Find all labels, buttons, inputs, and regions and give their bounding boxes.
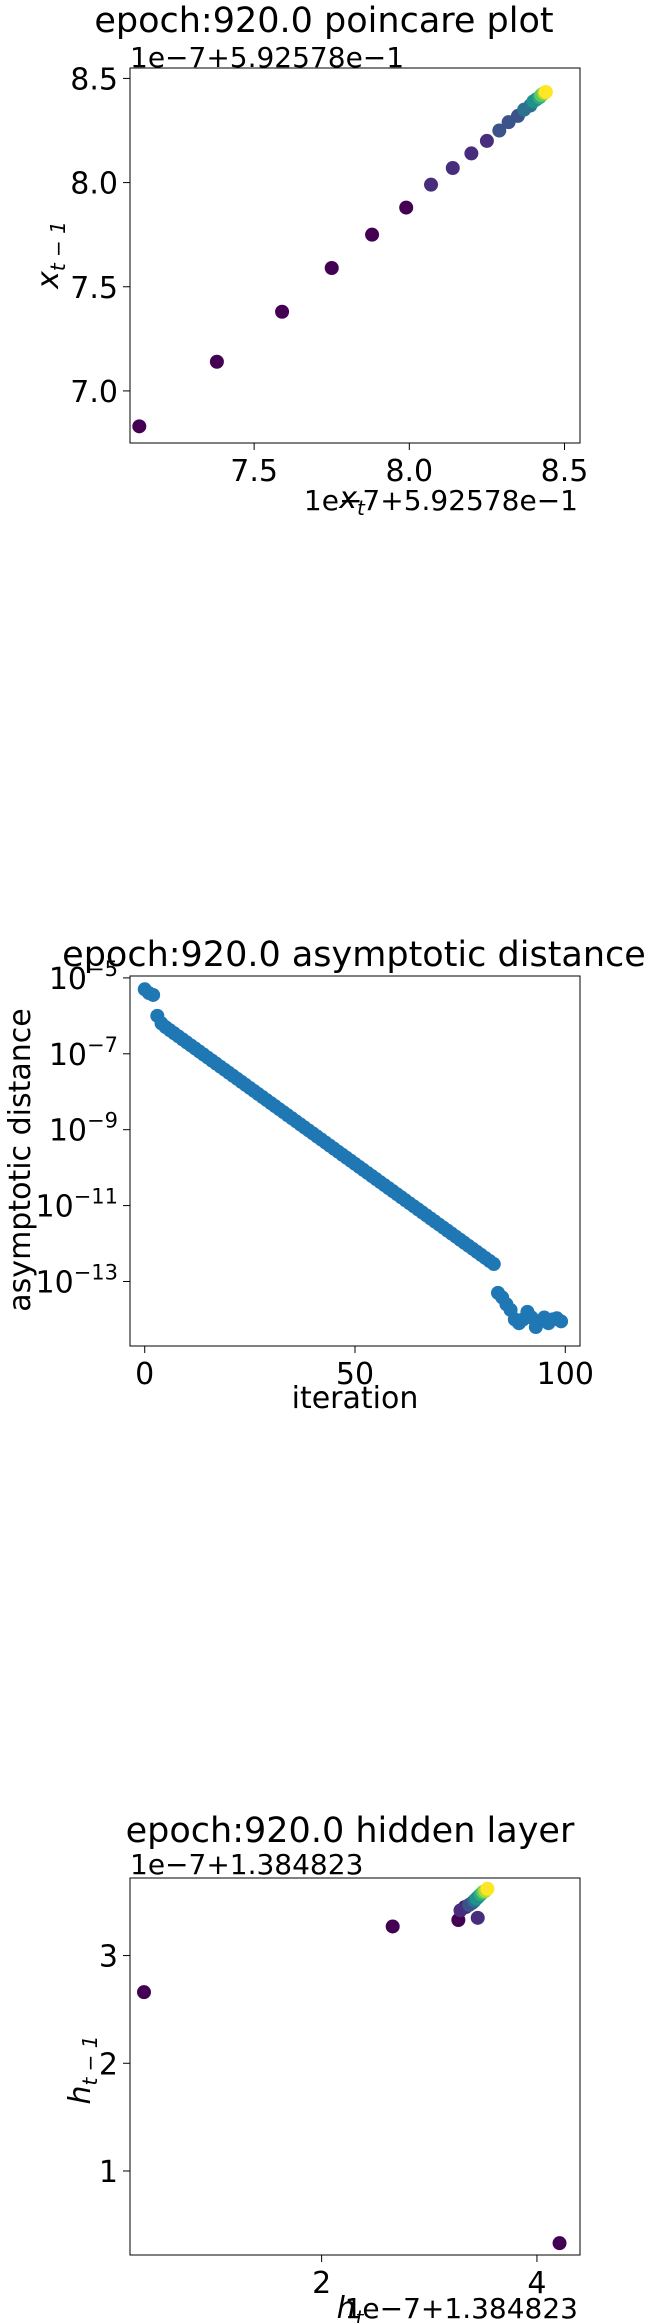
y-tick-label: 8.0	[70, 167, 118, 202]
x-tick-label: 7.5	[230, 454, 278, 489]
data-point	[492, 123, 507, 138]
chart-hidden-x-offset: 1e−7+1.384823	[345, 2292, 578, 2323]
y-tick-label: 10−11	[35, 1185, 118, 1225]
x-tick-label: 100	[537, 1357, 594, 1392]
chart-hidden-title: epoch:920.0 hidden layer	[126, 1811, 575, 1851]
data-point	[132, 419, 147, 434]
y-tick-label: 7.5	[70, 271, 118, 306]
data-point	[424, 177, 439, 192]
y-tick-label: 7.0	[70, 375, 118, 410]
chart-poincare-title: epoch:920.0 poincare plot	[94, 1, 553, 41]
y-tick-label: 10−5	[49, 957, 118, 997]
data-point	[538, 84, 553, 99]
data-point	[486, 1257, 501, 1272]
data-point	[554, 1314, 569, 1329]
data-point	[480, 1881, 495, 1896]
chart-asymptotic: epoch:920.0 asymptotic distance 0 50 100 1…	[3, 935, 646, 1416]
data-point	[365, 227, 380, 242]
chart-poincare-y-ticks: 7.0 7.5 8.0 8.5	[70, 62, 130, 410]
chart-poincare-x-ticks: 7.5 8.0 8.5	[230, 443, 588, 489]
chart-asymptotic-ylabel: asymptotic distance	[3, 1008, 38, 1311]
chart-poincare-y-offset: 1e−7+5.92578e−1	[130, 41, 404, 74]
y-tick-label: 8.5	[70, 62, 118, 97]
x-tick-label: 2	[312, 2266, 331, 2301]
chart-hidden-plot-area	[136, 1881, 567, 2251]
chart-asymptotic-y-ticks: 10−5 10−7 10−9 10−11 10−13	[35, 957, 130, 1300]
y-tick-label: 3	[99, 1940, 118, 1975]
y-tick-label: 1	[99, 2155, 118, 2190]
chart-hidden-axes	[129, 1877, 581, 2256]
data-point	[146, 987, 161, 1002]
y-tick-label: 10−7	[49, 1033, 118, 1073]
chart-asymptotic-x-ticks: 0 50 100	[135, 1346, 594, 1392]
data-point	[324, 261, 339, 275]
x-tick-label: 0	[135, 1357, 154, 1392]
data-point	[464, 146, 479, 161]
data-point	[552, 2236, 567, 2251]
x-tick-label: 8.5	[541, 454, 589, 489]
data-point	[136, 1985, 151, 2000]
chart-poincare: epoch:920.0 poincare plot 1e−7+5.92578e−…	[31, 1, 588, 520]
chart-asymptotic-xlabel: iteration	[292, 1381, 419, 1416]
data-point	[399, 200, 414, 215]
chart-asymptotic-plot-area	[137, 982, 569, 1335]
chart-poincare-x-offset: 1e−7+5.92578e−1	[304, 484, 578, 517]
data-point	[479, 133, 494, 148]
data-point	[445, 161, 460, 175]
chart-poincare-axes	[129, 67, 581, 444]
x-tick-label: 50	[336, 1357, 374, 1392]
x-tick-label: 8.0	[385, 454, 433, 489]
chart-hidden-y-offset: 1e−7+1.384823	[130, 1848, 363, 1881]
y-tick-label: 10−9	[49, 1109, 118, 1149]
data-point	[209, 354, 224, 369]
data-point	[470, 1910, 485, 1925]
chart-poincare-plot-area	[132, 84, 553, 434]
chart-asymptotic-title: epoch:920.0 asymptotic distance	[62, 935, 646, 975]
x-tick-label: 4	[527, 2266, 546, 2301]
y-tick-label: 10−13	[35, 1260, 118, 1300]
chart-hidden-y-ticks: 1 2 3	[99, 1940, 130, 2190]
y-tick-label: 2	[99, 2047, 118, 2082]
data-point	[385, 1919, 400, 1934]
data-point	[275, 304, 290, 319]
